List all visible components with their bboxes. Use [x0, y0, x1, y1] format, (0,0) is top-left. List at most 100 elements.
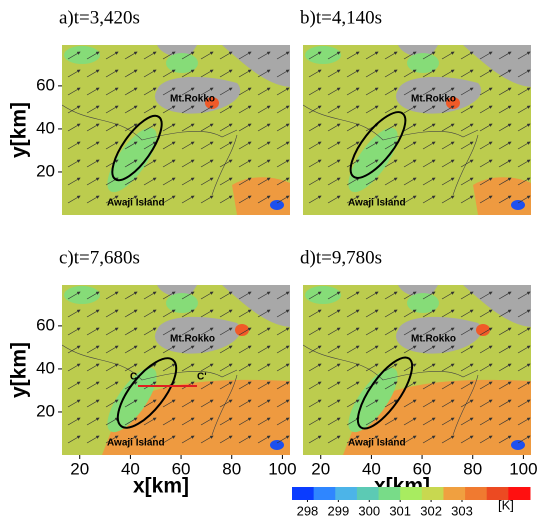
y-axis-label: y[km]	[8, 342, 31, 398]
wind-arrow	[124, 51, 138, 60]
wind-arrow	[105, 309, 119, 318]
wind-arrow	[422, 141, 436, 150]
wind-arrow	[441, 309, 455, 318]
wind-arrow	[479, 291, 493, 300]
wind-arrow	[460, 291, 474, 300]
wind-arrow	[327, 195, 341, 204]
wind-arrow	[517, 291, 531, 300]
wind-arrow	[219, 399, 233, 408]
wind-arrow	[105, 363, 119, 372]
wind-arrow	[327, 123, 341, 132]
wind-arrow	[257, 177, 271, 186]
wind-arrow	[219, 105, 233, 114]
wind-arrow	[441, 435, 455, 444]
wind-arrow	[200, 327, 214, 336]
wind-arrow	[181, 435, 195, 444]
cool-area	[107, 127, 157, 193]
wind-arrow	[67, 141, 81, 150]
wind-arrow	[238, 399, 252, 408]
annotation: Awaji Island	[107, 438, 165, 449]
wind-arrow	[365, 51, 379, 60]
wind-arrow	[143, 141, 157, 150]
land-area	[154, 316, 241, 354]
wind-arrow	[308, 363, 322, 372]
wind-arrow	[238, 51, 252, 60]
wind-arrow	[327, 363, 341, 372]
annotation: Mt.Rokko	[170, 94, 215, 105]
wind-arrow	[181, 69, 195, 78]
y-axis-label: y[km]	[8, 102, 31, 158]
wind-arrow	[67, 399, 81, 408]
wind-arrow	[181, 195, 195, 204]
wind-arrow	[124, 177, 138, 186]
wind-arrow	[365, 195, 379, 204]
wind-arrow	[86, 87, 100, 96]
wind-arrow	[422, 417, 436, 426]
wind-arrow	[276, 309, 290, 318]
wind-arrow	[517, 87, 531, 96]
wind-arrow	[67, 435, 81, 444]
annotation: Mt.Rokko	[170, 334, 215, 345]
wind-arrow	[200, 123, 214, 132]
wind-arrow	[365, 291, 379, 300]
wind-arrow	[200, 69, 214, 78]
wind-arrow	[498, 51, 512, 60]
wind-arrow	[517, 141, 531, 150]
wind-arrow	[422, 345, 436, 354]
wind-arrow	[86, 105, 100, 114]
wind-arrow	[200, 435, 214, 444]
wind-arrow	[308, 69, 322, 78]
wind-arrow	[86, 435, 100, 444]
y-tick-label: 40	[36, 118, 55, 137]
wind-arrow	[498, 417, 512, 426]
wind-arrow	[257, 105, 271, 114]
wind-arrow	[441, 381, 455, 390]
wind-arrow	[257, 345, 271, 354]
wind-arrow	[498, 345, 512, 354]
hot-spot	[476, 324, 490, 336]
wind-arrow	[238, 87, 252, 96]
colorbar-label: [K]	[498, 497, 514, 512]
wind-arrow	[384, 195, 398, 204]
wind-arrow	[365, 417, 379, 426]
wind-arrow	[422, 327, 436, 336]
wind-arrow	[365, 435, 379, 444]
colorbar-tick-label: 302	[420, 503, 442, 518]
wind-arrow	[162, 177, 176, 186]
wind-arrow	[105, 69, 119, 78]
wind-arrow	[162, 327, 176, 336]
wind-arrow	[105, 195, 119, 204]
land-area	[463, 45, 531, 87]
wind-arrow	[479, 177, 493, 186]
cold-spot	[270, 440, 284, 450]
wind-arrow	[517, 177, 531, 186]
wind-arrow	[517, 51, 531, 60]
wind-arrow	[403, 159, 417, 168]
wind-arrow	[422, 105, 436, 114]
y-tick-label: 60	[36, 75, 55, 94]
wind-arrow	[422, 51, 436, 60]
annotation: C'	[197, 372, 207, 383]
wind-arrow	[517, 123, 531, 132]
wind-arrow	[162, 195, 176, 204]
wind-arrow	[498, 87, 512, 96]
wind-arrow	[143, 327, 157, 336]
wind-arrow	[67, 51, 81, 60]
wind-arrow	[365, 399, 379, 408]
wind-arrow	[308, 345, 322, 354]
wind-arrow	[86, 381, 100, 390]
wind-arrow	[124, 159, 138, 168]
wind-arrow	[346, 195, 360, 204]
wind-arrow	[257, 399, 271, 408]
wind-arrow	[327, 345, 341, 354]
wind-arrow	[124, 141, 138, 150]
cold-spot	[511, 440, 525, 450]
wind-arrow	[143, 435, 157, 444]
wind-arrow	[327, 435, 341, 444]
cool-area	[407, 53, 439, 73]
colorbar-tick-label: 303	[451, 503, 473, 518]
wind-arrow	[162, 69, 176, 78]
wind-arrow	[498, 69, 512, 78]
wind-arrow	[517, 345, 531, 354]
wind-arrow	[365, 363, 379, 372]
